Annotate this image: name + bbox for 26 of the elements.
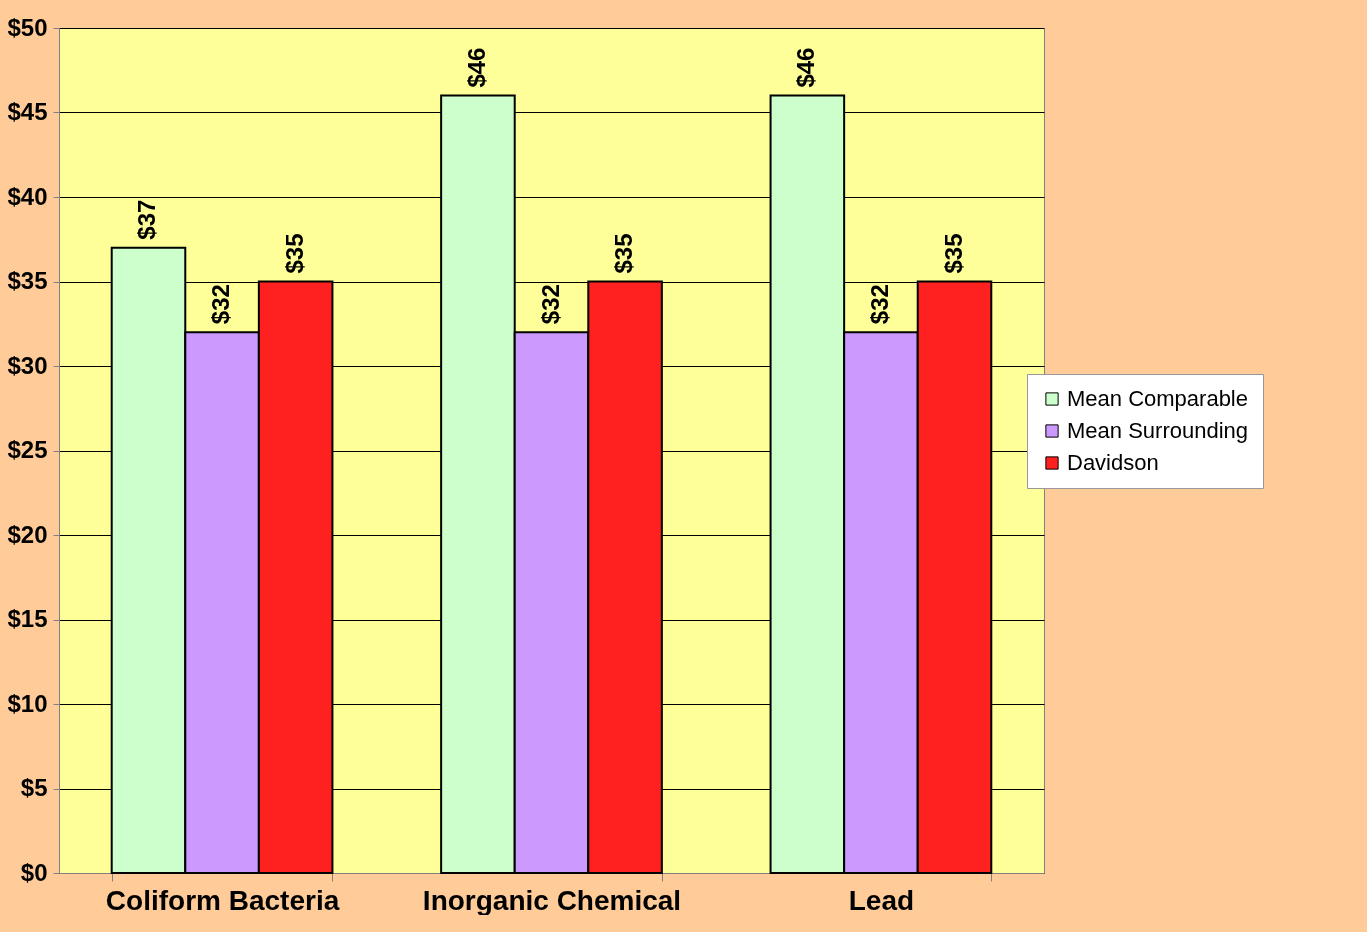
x-tick-label: Coliform Bacteria: [105, 884, 340, 916]
y-tick-label: $25: [7, 436, 48, 463]
y-tick-label: $0: [20, 858, 48, 886]
data-label: $32: [865, 284, 893, 325]
data-label: $32: [207, 284, 235, 325]
y-tick-label: $30: [7, 351, 48, 379]
data-label: $35: [939, 233, 967, 274]
y-tick-label: $20: [7, 520, 48, 548]
y-tick-label: $10: [7, 689, 48, 717]
data-label: $37: [133, 199, 161, 240]
y-tick-label: $5: [20, 774, 48, 801]
data-label: $32: [536, 284, 564, 325]
data-label: $46: [792, 47, 820, 88]
x-tick-label: Inorganic Chemical: [422, 884, 682, 916]
y-tick-label: $50: [7, 13, 48, 41]
y-tick-label: $45: [7, 98, 48, 125]
data-label: $35: [610, 233, 638, 274]
legend-label: Mean Comparable: [1067, 386, 1248, 411]
y-tick-label: $35: [7, 267, 48, 294]
x-tick-label: Lead: [848, 884, 915, 916]
y-tick-label: $40: [7, 182, 48, 210]
legend-label: Mean Surrounding: [1067, 418, 1249, 443]
data-label: $46: [462, 47, 490, 88]
y-tick-label: $15: [7, 605, 48, 632]
legend-label: Davidson: [1067, 450, 1159, 475]
data-label: $35: [280, 233, 308, 274]
